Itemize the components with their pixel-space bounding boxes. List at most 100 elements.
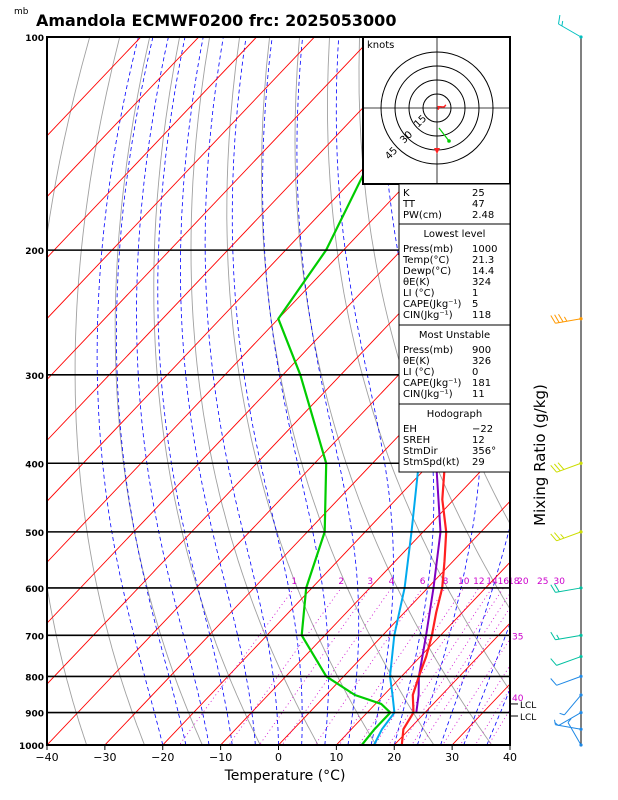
index-label: Press(mb) [403, 345, 453, 356]
y-tick-label: 200 [25, 247, 44, 257]
index-value: 25 [472, 188, 485, 199]
wind-barb-staff [555, 634, 582, 641]
wind-barb-flag [550, 315, 556, 324]
chart-title: Amandola ECMWF0200 frc: 2025053000 [36, 11, 396, 30]
isotherm [335, 561, 510, 745]
index-label: Dewp(°C) [403, 266, 451, 277]
hodograph-indices-box [398, 403, 511, 473]
index-label: LI (°C) [403, 288, 435, 299]
y-tick-label: 600 [25, 585, 44, 595]
y-tick-label: 500 [25, 529, 44, 539]
dry-adiabat [261, 37, 435, 745]
isotherm [220, 439, 510, 745]
mixing-ratio-label: 4 [389, 577, 395, 587]
index-value: 0 [472, 367, 478, 378]
index-value: 1000 [472, 244, 497, 255]
index-label: CIN(Jkg⁻¹) [403, 389, 453, 400]
wind-barb-flag [556, 634, 560, 640]
mixing-ratio-label: 1 [291, 577, 297, 587]
index-value: 47 [472, 199, 485, 210]
mixing-ratio-label: 10 [458, 577, 470, 587]
index-label: θE(K) [403, 277, 430, 288]
wind-barb-flag [554, 463, 561, 472]
mixing-ratio-line [374, 587, 480, 745]
mixing-ratio-label: 40 [512, 694, 524, 704]
indices-top-box [398, 183, 511, 225]
mixing-ratio-line [400, 587, 504, 745]
isotherm [47, 37, 431, 442]
x-tick-label: 10 [329, 751, 343, 764]
wind-barb-base [579, 35, 583, 39]
wind-barb-flag [550, 533, 557, 542]
wind-barb-flag [550, 678, 557, 686]
mixing-ratio-label: 35 [512, 632, 523, 642]
index-value: 14.4 [472, 266, 494, 277]
wind-barb-staff [558, 712, 582, 727]
y-tick-label: 700 [25, 632, 44, 642]
y-unit-label: mb [14, 7, 29, 17]
wind-barb-base [579, 674, 583, 678]
mixing-ratio-label: 18 [508, 577, 520, 587]
index-label: CAPE(Jkg⁻¹) [403, 378, 461, 389]
index-label: TT [402, 199, 416, 210]
wind-barb-flag [554, 583, 560, 593]
wind-barb-flag [550, 631, 556, 641]
dry-adiabat [226, 37, 377, 745]
mixing-ratio-label: 16 [498, 577, 510, 587]
y-tick-label: 800 [25, 673, 44, 683]
x-tick-label: 30 [445, 751, 459, 764]
index-label: StmSpd(kt) [403, 457, 460, 468]
index-value: −22 [472, 424, 493, 435]
index-value: 5 [472, 299, 478, 310]
dry-adiabat [74, 37, 145, 745]
index-label: CAPE(Jkg⁻¹) [403, 299, 461, 310]
wind-barb-base [579, 743, 583, 747]
index-value: 1 [472, 288, 478, 299]
x-tick-label: 0 [275, 751, 282, 764]
isotherm [47, 196, 510, 685]
x-axis-title: Temperature (°C) [224, 768, 346, 784]
isotherm [47, 135, 510, 624]
wind-barb-base [579, 711, 583, 715]
wind-barb-flag [557, 462, 565, 470]
index-label: StmDir [403, 446, 438, 457]
mixing-ratio-axis-title: Mixing Ratio (g/kg) [531, 384, 549, 526]
mixing-ratio-line [358, 587, 465, 745]
wind-barb-base [579, 317, 583, 321]
moist-adiabat [157, 37, 233, 745]
hodograph-frame [362, 36, 511, 185]
wind-barb-base [579, 693, 583, 697]
wind-barb-flag [550, 658, 557, 666]
mixing-ratio-label: 12 [473, 577, 484, 587]
dry-adiabat [358, 37, 510, 610]
dry-adiabat [190, 37, 319, 745]
x-axis-ticks: −40 −30 −20 −10 0 10 20 30 40 [35, 745, 517, 764]
wind-barb-base [579, 586, 583, 590]
storm-motion-vector [438, 127, 450, 142]
mixing-ratio-label: 14 [486, 577, 498, 587]
wind-barb-flag [554, 722, 559, 726]
wind-barb-column [550, 15, 583, 747]
x-tick-label: 20 [387, 751, 401, 764]
index-label: LI (°C) [403, 367, 435, 378]
mixing-ratio-line [388, 587, 493, 745]
mixing-ratio-label: 8 [443, 577, 449, 587]
most-unstable-box [398, 324, 511, 405]
isotherm [393, 622, 510, 745]
isotherm [47, 37, 200, 198]
wind-barb-base [579, 530, 583, 534]
section-header: Lowest level [424, 229, 486, 240]
index-value: 326 [472, 356, 491, 367]
wind-barb-flag [567, 718, 572, 723]
mixing-ratio-label: 6 [420, 577, 426, 587]
isotherm [47, 37, 373, 381]
isotherm [277, 500, 510, 745]
mixing-ratio-label: 30 [553, 577, 565, 587]
hodograph-trace [436, 104, 447, 110]
wind-barb-flag [558, 313, 564, 323]
wind-barb-flag [558, 15, 561, 25]
